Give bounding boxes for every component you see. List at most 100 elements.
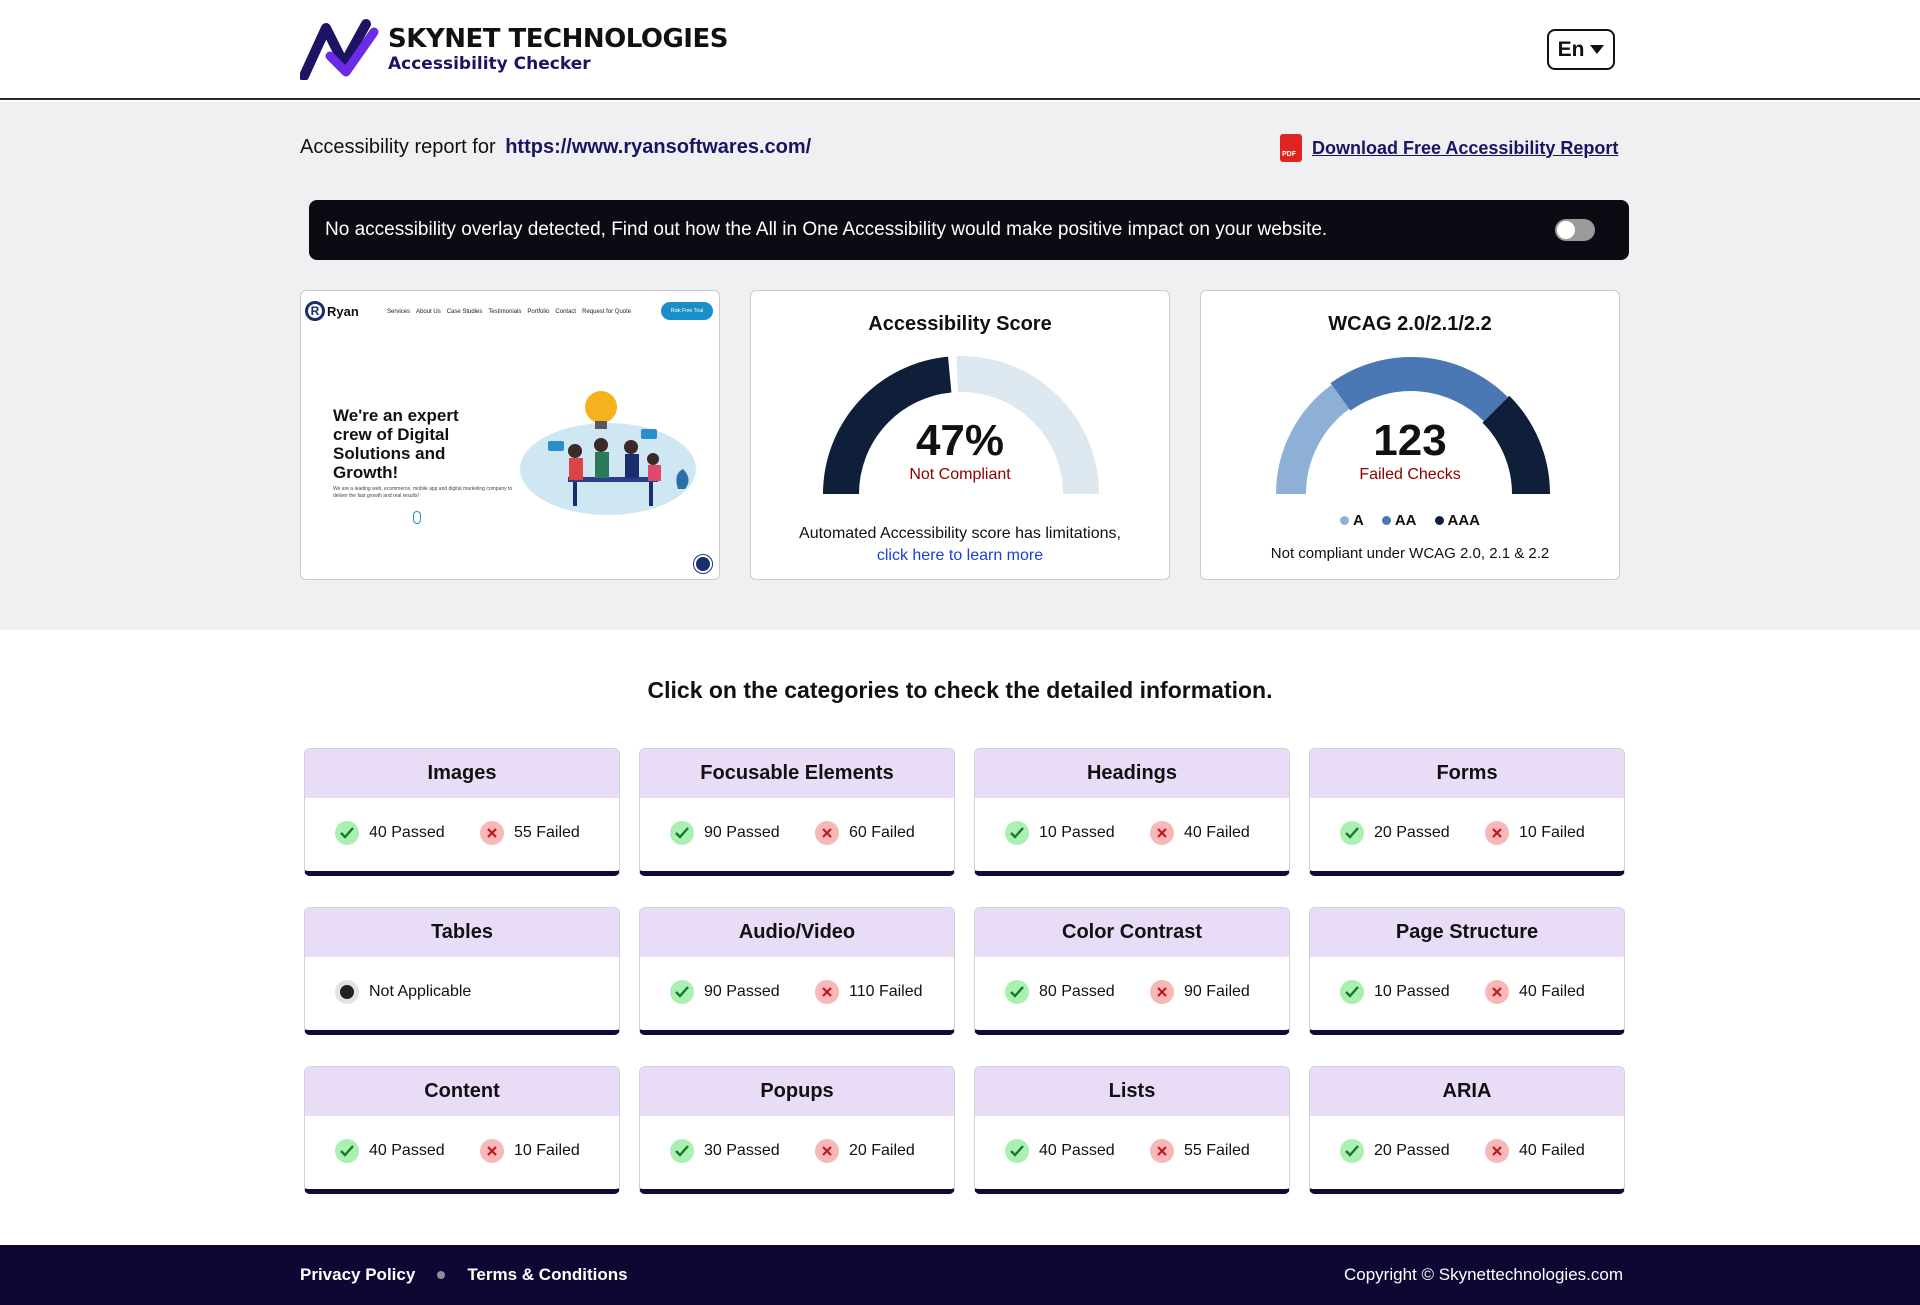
category-card[interactable]: Forms 20 Passed 10 Failed [1309,748,1625,876]
preview-nav-item: Case Studies [446,309,483,315]
category-results: 40 Passed 10 Failed [335,1139,580,1163]
category-card[interactable]: Focusable Elements 90 Passed 60 Failed [639,748,955,876]
wcag-arc-aa [1330,357,1508,422]
cross-icon [1150,1139,1174,1163]
categories-heading: Click on the categories to check the det… [647,677,1273,703]
category-card[interactable]: Page Structure 10 Passed 40 Failed [1309,907,1625,1035]
cross-icon [1485,821,1509,845]
wcag-arc-aaa [1482,395,1550,495]
category-title: Audio/Video [640,908,954,957]
category-card[interactable]: ARIA 20 Passed 40 Failed [1309,1066,1625,1194]
category-title: Images [305,749,619,798]
category-title: ARIA [1310,1067,1624,1116]
check-icon [670,1139,694,1163]
failed-count: 40 Failed [1485,1139,1585,1163]
preview-nav-item: Testimonials [488,309,522,315]
learn-more-link[interactable]: click here to learn more [876,547,1044,564]
check-icon [1005,980,1029,1004]
category-title: Content [305,1067,619,1116]
passed-text: 40 Passed [1039,1142,1115,1159]
category-results: 90 Passed 60 Failed [670,821,915,845]
failed-text: 10 Failed [1519,824,1585,841]
passed-text: 10 Passed [1374,983,1450,1000]
download-report-link[interactable]: Download Free Accessibility Report [1312,137,1619,158]
team-illustration [520,391,696,515]
check-icon [1005,1139,1029,1163]
score-track-arc [956,356,1099,495]
wcag-legend: A AA AAA [1201,512,1619,529]
brand-subtitle: Accessibility Checker [388,54,591,74]
not-applicable: Not Applicable [335,980,471,1004]
accessibility-widget-icon [694,555,712,573]
passed-text: 10 Passed [1039,824,1115,841]
report-heading: Accessibility report for https://www.rya… [300,136,811,159]
report-url-link[interactable]: https://www.ryansoftwares.com/ [505,136,812,158]
cross-icon [815,1139,839,1163]
category-results: 30 Passed 20 Failed [670,1139,915,1163]
preview-nav-item: Services [387,309,411,315]
website-preview: R Ryan Services About Us Case Studies Te… [300,290,720,580]
category-results: Not Applicable [335,980,471,1004]
check-icon [670,821,694,845]
category-card[interactable]: Headings 10 Passed 40 Failed [974,748,1290,876]
cross-icon [1150,980,1174,1004]
download-report[interactable]: Download Free Accessibility Report [1280,134,1618,162]
check-icon [1005,821,1029,845]
category-card[interactable]: Audio/Video 90 Passed 110 Failed [639,907,955,1035]
category-card[interactable]: Popups 30 Passed 20 Failed [639,1066,955,1194]
category-results: 10 Passed 40 Failed [1005,821,1250,845]
check-icon [335,821,359,845]
overlay-toggle[interactable] [1555,219,1595,241]
legend-item-aa: AA [1381,512,1417,529]
preview-blurb: We are a leading web, ecommerce, mobile … [333,486,513,499]
category-title: Forms [1310,749,1624,798]
legend-dot [1381,516,1391,525]
brand-logo[interactable]: SKYNET TECHNOLOGIES Accessibility Checke… [300,18,728,80]
caret-down-icon [1590,45,1605,54]
passed-count: 40 Passed [1005,1139,1115,1163]
category-card[interactable]: Lists 40 Passed 55 Failed [974,1066,1290,1194]
report-prefix: Accessibility report for [300,136,496,158]
category-results: 20 Passed 10 Failed [1340,821,1585,845]
category-card[interactable]: Images 40 Passed 55 Failed [304,748,620,876]
passed-count: 80 Passed [1005,980,1115,1004]
category-title: Tables [305,908,619,957]
cross-icon [1485,980,1509,1004]
wcag-status: Failed Checks [1359,466,1461,483]
failed-count: 10 Failed [480,1139,580,1163]
site-header: SKYNET TECHNOLOGIES Accessibility Checke… [0,0,1920,100]
cross-icon [815,821,839,845]
separator-dot [437,1271,446,1279]
privacy-policy-link[interactable]: Privacy Policy [300,1265,416,1284]
category-title: Headings [975,749,1289,798]
category-card[interactable]: Content 40 Passed 10 Failed [304,1066,620,1194]
category-title: Lists [975,1067,1289,1116]
failed-text: 55 Failed [1184,1142,1250,1159]
check-icon [670,980,694,1004]
category-card[interactable]: Tables Not Applicable [304,907,620,1035]
category-results: 40 Passed 55 Failed [1005,1139,1250,1163]
score-gauge [823,356,1099,495]
passed-text: 90 Passed [704,983,780,1000]
category-card[interactable]: Color Contrast 80 Passed 90 Failed [974,907,1290,1035]
preview-logo: R Ryan [305,301,359,321]
terms-link[interactable]: Terms & Conditions [467,1265,628,1284]
preview-headline: We're an expert crew of Digital Solution… [333,406,459,482]
not-applicable-text: Not Applicable [369,983,472,1000]
cross-icon [815,980,839,1004]
wcag-arc-a [1276,384,1350,495]
failed-count: 55 Failed [480,821,580,845]
score-note-text: Automated Accessibility score has limita… [799,525,1121,542]
language-select[interactable]: En [1547,29,1615,70]
score-note: Automated Accessibility score has limita… [751,523,1169,567]
category-results: 10 Passed 40 Failed [1340,980,1585,1004]
preview-nav-item: About Us [416,309,441,315]
not-applicable-icon [335,980,359,1004]
passed-text: 40 Passed [369,824,445,841]
passed-text: 80 Passed [1039,983,1115,1000]
overlay-banner-text: No accessibility overlay detected, Find … [325,219,1328,240]
failed-count: 10 Failed [1485,821,1585,845]
wcag-gauge [1276,357,1550,495]
check-icon [1340,1139,1364,1163]
category-title: Page Structure [1310,908,1624,957]
